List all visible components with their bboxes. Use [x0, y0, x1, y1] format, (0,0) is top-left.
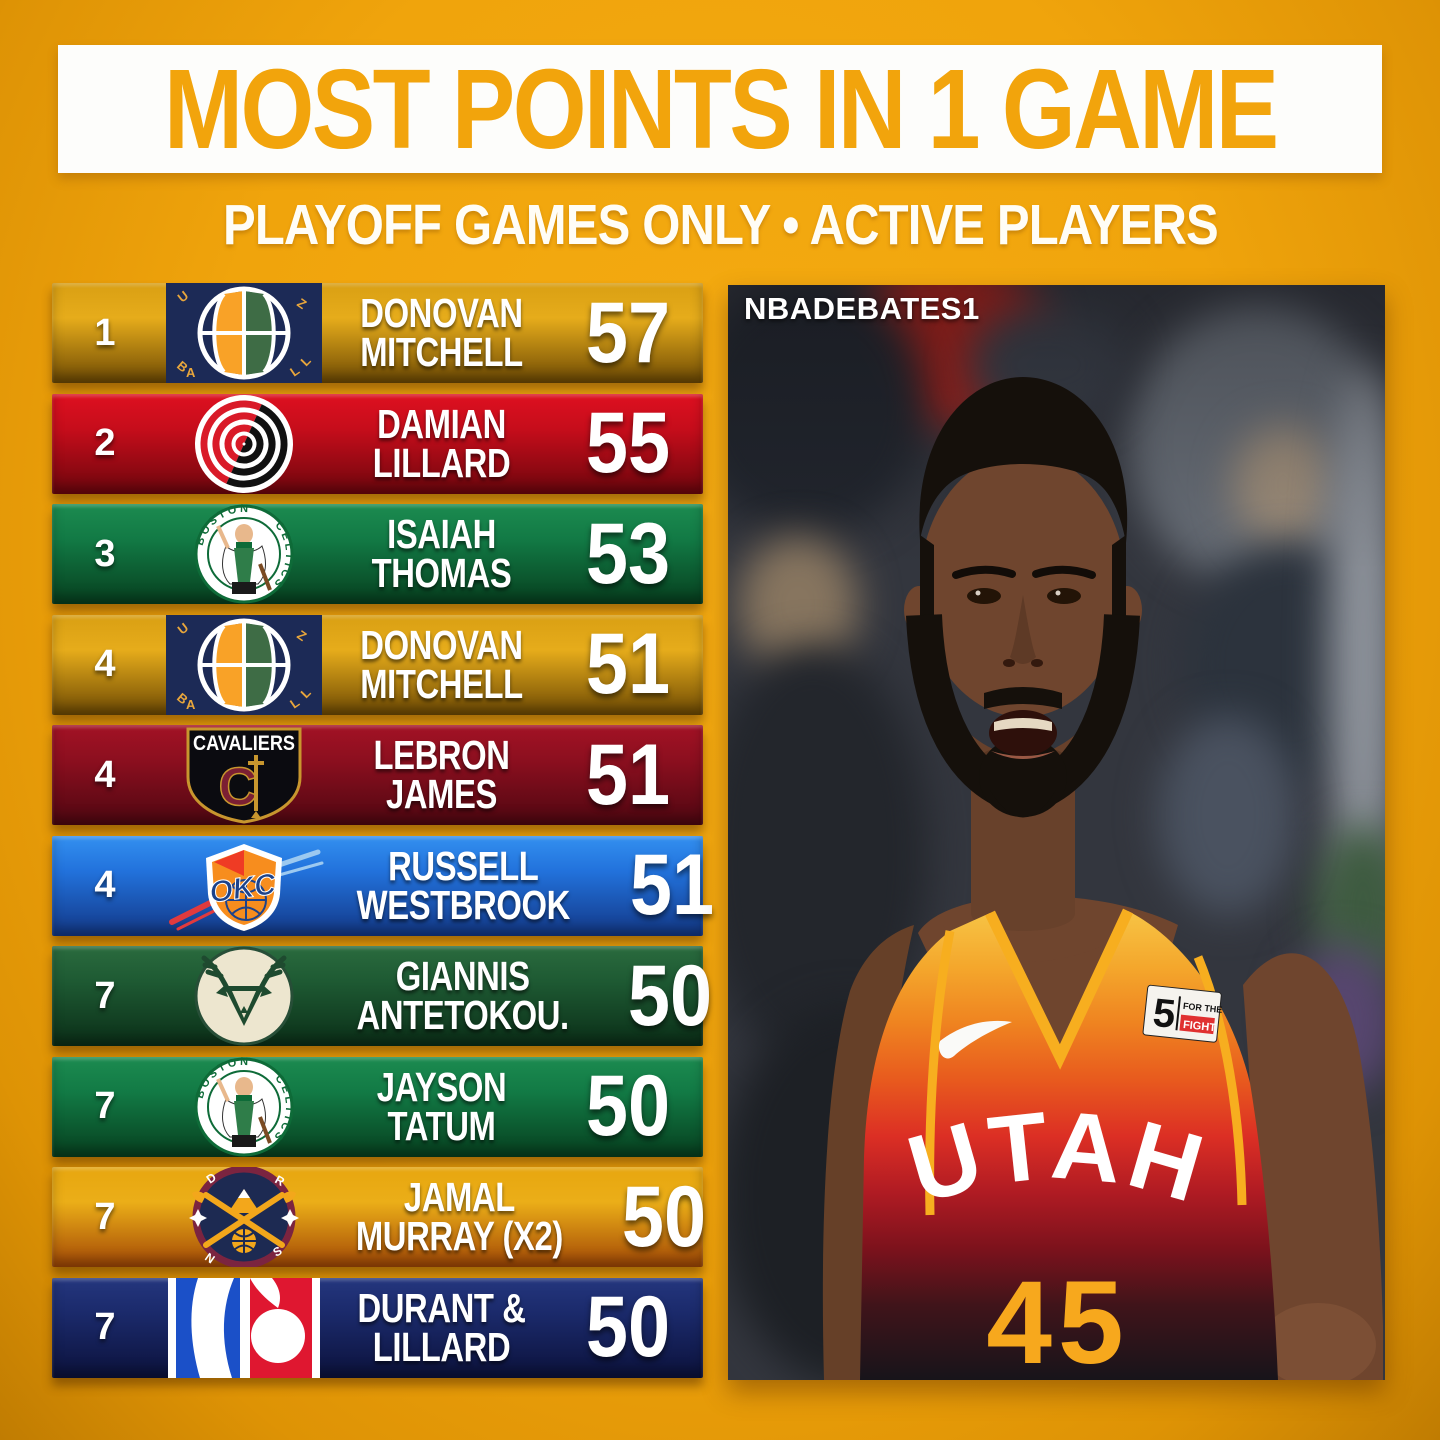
table-row: 1 U Z B A L L — [52, 283, 703, 383]
celtics-logo-icon: BOSTON CELTICS — [194, 1057, 294, 1156]
title-block: MOST POINTS IN 1 GAME — [58, 45, 1382, 173]
rank-label: 3 — [94, 532, 116, 575]
rank-label: 7 — [94, 1085, 116, 1127]
cavaliers-logo-icon: CAVALIERS C — [186, 727, 302, 824]
points-value: 57 — [585, 284, 671, 381]
player-name: JAMAL MURRAY (X2) — [355, 1174, 563, 1259]
svg-text:CAVALIERS: CAVALIERS — [193, 732, 295, 755]
nuggets-logo: D R N S — [158, 1167, 330, 1267]
table-row: 7 D R N S — [52, 1167, 706, 1267]
player-name: DONOVAN MITCHELL — [360, 290, 523, 375]
points-value: 50 — [621, 1168, 706, 1265]
points-value: 50 — [628, 947, 713, 1044]
utah-jazz-logo-icon: U Z B A L L — [166, 614, 322, 715]
svg-text:A: A — [186, 365, 196, 380]
utah-jazz-logo-icon: U Z B A L L — [166, 283, 322, 383]
jersey: 5 FOR THE FIGHT UTAH 45 — [860, 908, 1278, 1380]
table-row: 2 — [52, 393, 703, 494]
utah-jazz-logo: U Z B A L L — [158, 614, 330, 715]
rank-label: 4 — [94, 864, 116, 906]
nba-logo — [158, 1277, 330, 1378]
points-value: 50 — [585, 1279, 671, 1375]
svg-text:5: 5 — [1151, 991, 1178, 1037]
rank-label: 4 — [94, 753, 116, 796]
player-name: DONOVAN MITCHELL — [360, 621, 523, 707]
crowd-blob — [1158, 715, 1298, 915]
trail-blazers-logo-icon — [195, 394, 293, 493]
crowd-blob — [728, 285, 928, 535]
player-name: DURANT & LILLARD — [357, 1284, 526, 1370]
cavaliers-logo: CAVALIERS C — [158, 725, 330, 825]
utah-jazz-logo: U Z B A L L — [158, 283, 330, 383]
player-name: LEBRON JAMES — [373, 732, 510, 817]
leaderboard: 1 U Z B A L L — [52, 283, 714, 1388]
hand — [1260, 1303, 1376, 1380]
celtics-logo: BOSTON CELTICS — [158, 1057, 330, 1157]
svg-text:A: A — [186, 697, 196, 712]
trail-blazers-logo — [158, 394, 330, 494]
jersey-number: 45 — [986, 1257, 1129, 1380]
rank-label: 7 — [94, 1306, 116, 1348]
player-illustration: 5 FOR THE FIGHT UTAH 45 — [822, 377, 1383, 1380]
bucks-logo — [158, 946, 330, 1046]
crowd-blob — [1233, 425, 1333, 545]
rank-label: 4 — [94, 643, 116, 685]
celtics-logo-icon: BOSTON CELTICS — [194, 504, 294, 604]
five-for-the-fight-patch: 5 FOR THE FIGHT — [1142, 984, 1223, 1043]
points-value: 51 — [585, 616, 671, 712]
table-row: 7 — [52, 946, 712, 1046]
player-head — [904, 377, 1142, 818]
points-value: 53 — [585, 505, 671, 602]
rank-label: 1 — [94, 311, 116, 354]
player-name: JAYSON TATUM — [376, 1063, 507, 1149]
svg-text:FOR THE: FOR THE — [1182, 1001, 1222, 1015]
rank-label: 7 — [94, 974, 116, 1017]
points-value: 55 — [585, 395, 671, 491]
thunder-logo-icon: OKC — [169, 843, 324, 931]
nba-logo-icon — [168, 1277, 320, 1378]
player-name: ISAIAH THOMAS — [371, 511, 512, 596]
rank-label: 7 — [94, 1195, 116, 1238]
table-row: 4 U Z B A L L — [52, 614, 703, 715]
player-name: GIANNIS ANTETOKOU. — [356, 953, 570, 1038]
celtics-logo: BOSTON CELTICS — [158, 504, 330, 604]
bucks-logo-icon — [194, 946, 294, 1046]
watermark-text: NBADEBATES1 — [744, 291, 980, 326]
points-value: 50 — [585, 1058, 671, 1154]
table-row: 7 BOSTON CELTICS JAYSON — [52, 1056, 703, 1157]
page-subtitle: PLAYOFF GAMES ONLY • ACTIVE PLAYERS — [222, 193, 1219, 257]
thunder-logo: OKC — [158, 836, 330, 936]
nike-swoosh-icon — [938, 1020, 1012, 1059]
points-value: 51 — [629, 837, 714, 933]
right-arm — [1243, 953, 1383, 1380]
page-title: MOST POINTS IN 1 GAME — [163, 46, 1279, 172]
table-row: 4 OKC — [52, 835, 714, 936]
player-name: RUSSELL WESTBROOK — [356, 842, 571, 928]
nuggets-logo-icon: D R N S — [189, 1167, 299, 1267]
table-row: 7 DURANT & LILLARD 50 — [52, 1277, 703, 1378]
points-value: 51 — [585, 726, 671, 823]
svg-text:FIGHT: FIGHT — [1182, 1019, 1216, 1034]
table-row: 3 BOSTON CELTICS ISAIAH — [52, 504, 703, 604]
player-name: DAMIAN LILLARD — [372, 400, 511, 486]
table-row: 4 CAVALIERS C LEBRON JAMES 51 — [52, 725, 703, 825]
rank-label: 2 — [94, 422, 116, 464]
svg-text:C: C — [219, 757, 258, 817]
player-photo: 5 FOR THE FIGHT UTAH 45 NBADEBATES1 — [728, 285, 1385, 1380]
